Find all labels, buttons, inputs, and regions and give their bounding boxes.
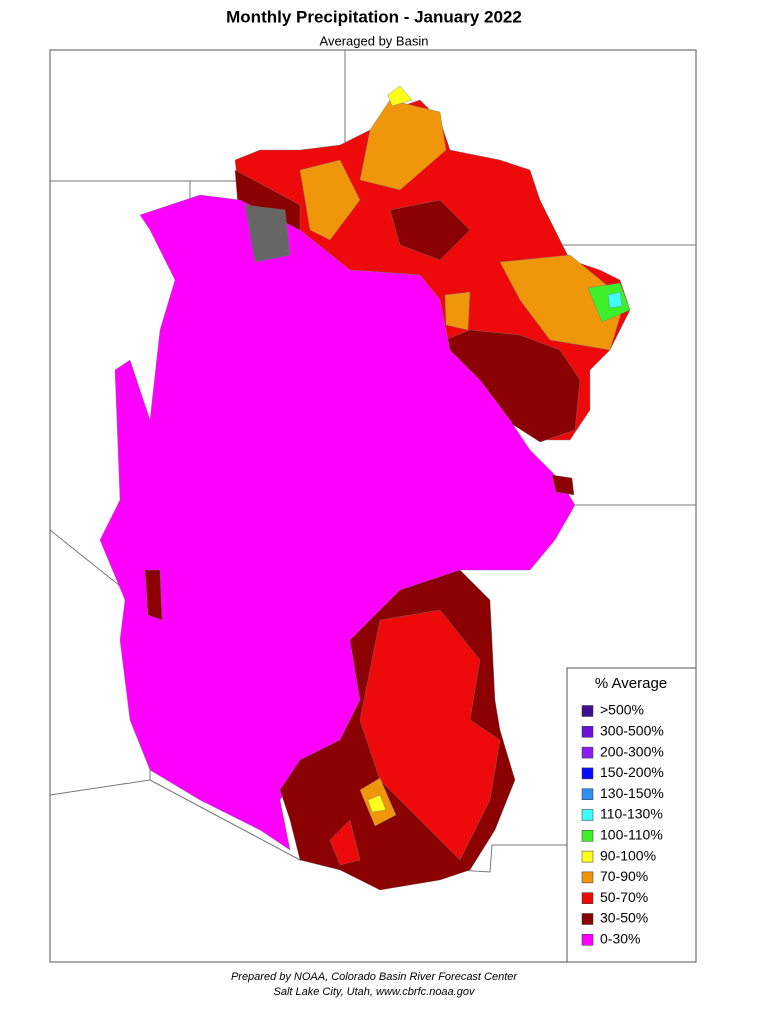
basin-region [444,291,471,331]
legend-swatch [581,746,594,759]
legend-label: 0-30% [600,931,640,947]
legend-title: % Average [595,675,667,692]
legend-label: 50-70% [600,889,648,905]
basins [99,85,631,891]
legend-label: 110-130% [600,806,663,822]
legend-swatch [581,830,594,842]
legend-label: 300-500% [600,723,664,739]
legend-swatch [581,705,594,717]
legend-label: 90-100% [600,847,656,863]
basin-region [551,474,575,496]
legend: >500% 300-500% 200-300% 150-200% 130-150% 110… [581,702,664,947]
basin-region [389,199,471,261]
legend-swatch [581,871,594,884]
legend-swatch [581,809,594,821]
legend-swatch [581,892,594,904]
legend-label: 200-300% [600,743,664,759]
basin-region [607,291,623,309]
legend-swatch [581,788,594,800]
legend-swatch [581,850,594,863]
legend-label: 150-200% [600,764,664,780]
map-frame [49,49,697,963]
legend-label: 100-110% [600,827,663,843]
legend-swatch [581,934,594,946]
basin-region [367,794,387,813]
basin-region [359,609,501,861]
title: Monthly Precipitation - January 2022 [226,7,522,26]
subtitle: Averaged by Basin [320,33,429,48]
legend-label: 70-90% [600,868,648,884]
legend-swatch [581,767,594,780]
footer-line: Prepared by NOAA, Colorado Basin River F… [231,971,518,983]
basin-region [244,204,291,263]
legend-label: 30-50% [600,910,648,926]
legend-label: >500% [600,702,644,718]
basin-region [144,569,163,621]
legend-label: 130-150% [600,785,664,801]
legend-swatch [581,913,594,925]
legend-swatch [581,726,594,738]
basin-region [387,85,413,107]
basin-region [299,159,361,241]
basin-region [329,819,361,866]
basin-region [499,254,626,351]
footer-line: Salt Lake City, Utah, www.cbrfc.noaa.gov [274,986,476,998]
